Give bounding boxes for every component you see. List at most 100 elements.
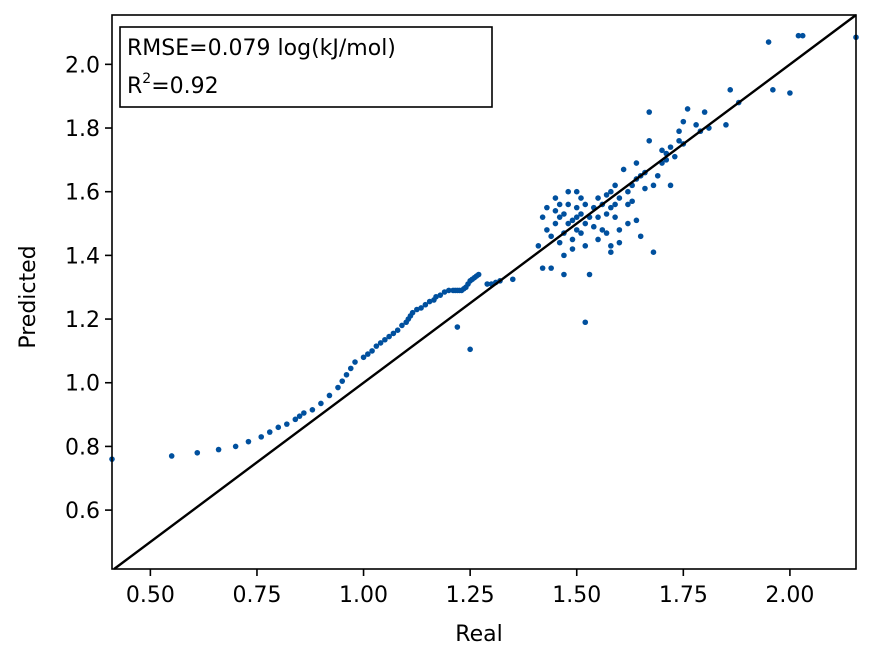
x-axis-label: Real bbox=[455, 622, 502, 647]
y-tick-label: 2.0 bbox=[65, 53, 100, 78]
data-point bbox=[275, 424, 282, 431]
y-tick-label: 0.6 bbox=[65, 499, 100, 524]
data-point bbox=[625, 220, 631, 227]
y-tick-label: 1.6 bbox=[65, 181, 100, 206]
y-tick-label: 1.2 bbox=[65, 308, 100, 333]
points-layer bbox=[109, 32, 859, 462]
data-point bbox=[433, 293, 439, 300]
data-point bbox=[603, 230, 610, 236]
x-tick-label: 1.50 bbox=[552, 583, 601, 608]
data-point bbox=[616, 239, 623, 246]
data-point bbox=[373, 343, 380, 349]
r2-text: R2=0.92 bbox=[127, 71, 219, 99]
data-point bbox=[454, 324, 461, 330]
data-point bbox=[723, 122, 729, 128]
identity-line bbox=[113, 14, 857, 570]
data-point bbox=[590, 223, 597, 230]
data-point bbox=[671, 153, 678, 160]
data-point bbox=[414, 306, 420, 313]
y-axis-ticks: 0.6 0.8 1.0 1.2 1.4 1.6 1.8 2.0 bbox=[65, 53, 112, 524]
data-point bbox=[595, 214, 601, 220]
data-point bbox=[561, 211, 567, 217]
data-point bbox=[595, 195, 601, 201]
data-point bbox=[309, 407, 316, 413]
data-point bbox=[544, 227, 550, 233]
data-point bbox=[573, 188, 580, 195]
data-point bbox=[365, 351, 371, 357]
x-tick-label: 2.00 bbox=[765, 583, 814, 608]
data-point bbox=[582, 243, 589, 249]
data-point bbox=[586, 271, 593, 278]
x-tick-label: 1.75 bbox=[659, 583, 708, 608]
data-point bbox=[552, 208, 559, 214]
metrics-annotation: RMSE=0.079 log(kJ/mol) R2=0.92 bbox=[119, 26, 493, 108]
data-point bbox=[292, 416, 299, 423]
data-point bbox=[765, 39, 772, 45]
data-point bbox=[339, 378, 346, 384]
x-tick-label: 1.25 bbox=[446, 583, 495, 608]
data-point bbox=[296, 413, 303, 419]
data-point bbox=[616, 227, 623, 233]
data-point bbox=[573, 214, 580, 220]
data-point bbox=[556, 201, 563, 208]
data-point bbox=[573, 204, 580, 211]
data-point bbox=[561, 252, 567, 259]
data-point bbox=[599, 227, 606, 233]
data-point bbox=[426, 298, 433, 305]
data-point bbox=[642, 185, 648, 192]
data-point bbox=[659, 147, 665, 154]
data-point bbox=[343, 371, 350, 378]
data-point bbox=[603, 211, 610, 217]
data-point bbox=[377, 340, 384, 346]
data-point bbox=[552, 195, 559, 201]
data-point bbox=[475, 271, 482, 278]
data-point bbox=[582, 319, 589, 326]
y-tick-label: 1.0 bbox=[65, 372, 100, 397]
data-point bbox=[799, 32, 806, 39]
data-point bbox=[684, 106, 691, 112]
data-point bbox=[360, 354, 367, 361]
data-point bbox=[509, 276, 516, 283]
data-point bbox=[437, 292, 444, 298]
data-point bbox=[352, 359, 358, 365]
data-point bbox=[326, 392, 333, 399]
data-point bbox=[215, 446, 222, 453]
data-point bbox=[595, 236, 601, 243]
r2-value: =0.92 bbox=[151, 74, 218, 99]
data-point bbox=[608, 188, 614, 195]
data-point bbox=[667, 182, 674, 189]
data-point bbox=[633, 160, 640, 166]
data-point bbox=[556, 239, 563, 246]
data-point bbox=[582, 220, 589, 227]
plot-frame bbox=[111, 14, 857, 570]
data-point bbox=[582, 201, 589, 208]
data-point bbox=[565, 188, 572, 195]
data-point bbox=[390, 330, 397, 337]
data-point bbox=[603, 192, 610, 198]
data-point bbox=[625, 188, 631, 195]
data-point bbox=[693, 122, 699, 128]
data-point bbox=[625, 201, 631, 208]
data-point bbox=[168, 453, 175, 459]
data-point bbox=[612, 182, 618, 189]
annotation-box-frame bbox=[119, 26, 493, 108]
data-point bbox=[382, 336, 388, 343]
data-point bbox=[266, 429, 273, 435]
data-point bbox=[548, 233, 554, 240]
data-point bbox=[386, 333, 392, 340]
data-point bbox=[399, 322, 405, 329]
data-point bbox=[548, 265, 554, 271]
data-point bbox=[258, 434, 265, 440]
data-point bbox=[565, 201, 572, 208]
data-point bbox=[573, 227, 580, 233]
data-point bbox=[612, 214, 618, 220]
data-point bbox=[654, 172, 661, 179]
r2-symbol: R bbox=[127, 74, 142, 99]
r2-superscript: 2 bbox=[142, 71, 151, 87]
y-tick-label: 1.8 bbox=[65, 117, 100, 142]
data-point bbox=[284, 421, 290, 427]
data-point bbox=[318, 400, 324, 407]
data-point bbox=[441, 289, 448, 295]
data-point bbox=[544, 204, 550, 211]
data-point bbox=[535, 243, 542, 249]
